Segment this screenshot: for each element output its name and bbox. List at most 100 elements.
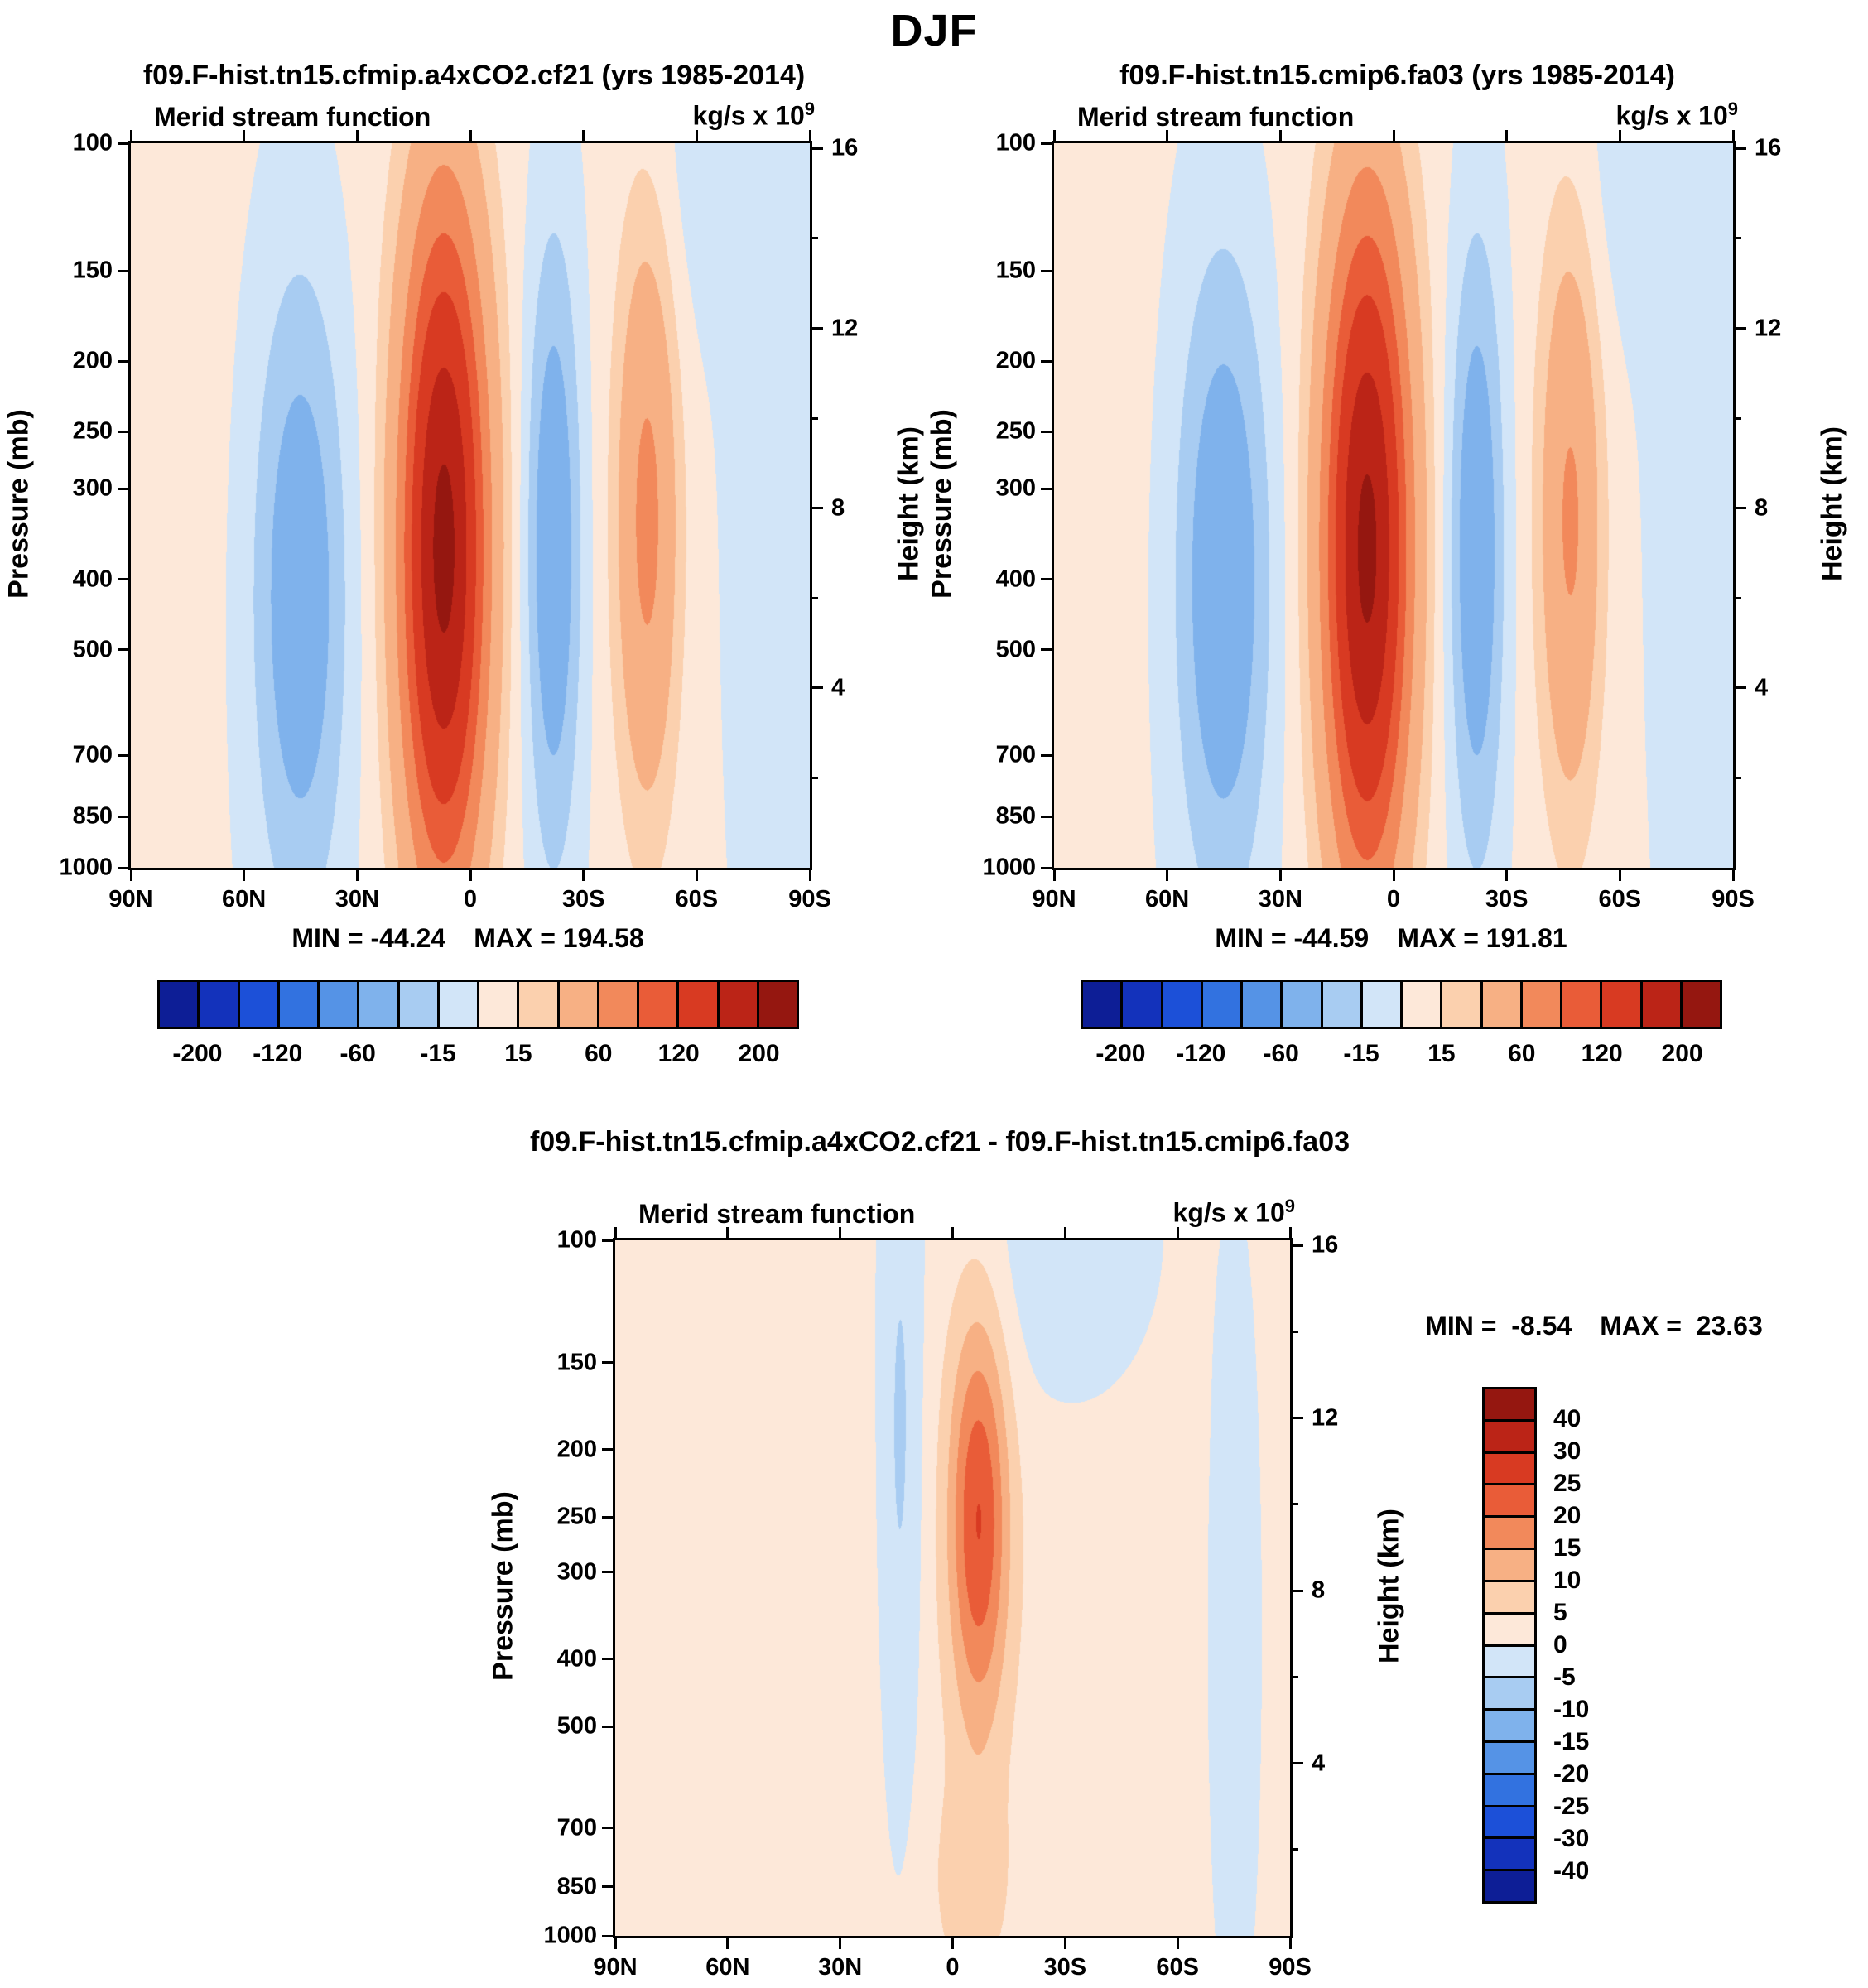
height-tick — [810, 686, 823, 690]
height-tick-label: 4 — [831, 674, 845, 701]
height-minor-tick — [1290, 1503, 1298, 1506]
x-tick-label: 90S — [788, 886, 831, 912]
colorbar-cell — [1682, 982, 1720, 1027]
colorbar-cell — [679, 982, 720, 1027]
max-value: MAX = 23.63 — [1600, 1311, 1763, 1341]
colorbar-labels: -200 -120 -60 -15 15 60 120 200 — [157, 1040, 799, 1073]
diff-colorbar-tick-label: -5 — [1553, 1663, 1576, 1691]
x-tick-label: 60N — [705, 1954, 750, 1981]
x-tick-label: 60N — [1145, 886, 1190, 912]
colorbar-cell — [279, 982, 320, 1027]
x-tick-label: 90S — [1269, 1954, 1312, 1981]
diff-colorbar-tick-label: 25 — [1553, 1470, 1582, 1497]
diff-colorbar-tick-label: 10 — [1553, 1567, 1582, 1594]
pressure-tick-label: 150 — [72, 257, 113, 284]
pressure-tick-label: 1000 — [543, 1922, 597, 1949]
experiment-title: f09.F-hist.tn15.cfmip.a4xCO2.cf21 (yrs 1… — [142, 60, 806, 91]
pressure-tick-label: 250 — [995, 417, 1036, 445]
colorbar-cell — [1442, 982, 1483, 1027]
pressure-tick — [602, 1827, 615, 1830]
season-title: DJF — [890, 6, 978, 55]
pressure-tick-label: 700 — [556, 1814, 597, 1841]
pressure-tick — [602, 1515, 615, 1519]
colorbar-cell — [359, 982, 400, 1027]
pressure-tick-label: 300 — [72, 474, 113, 502]
colorbar-cell — [1083, 982, 1124, 1027]
height-tick — [1290, 1244, 1303, 1247]
diff-colorbar-cell — [1485, 1614, 1534, 1647]
height-tick-label: 16 — [831, 134, 859, 161]
pressure-tick-label: 700 — [72, 741, 113, 768]
pressure-tick — [1041, 487, 1054, 490]
diff-colorbar-cell — [1485, 1678, 1534, 1711]
pressure-tick — [1041, 578, 1054, 581]
contour-field-canvas — [1054, 143, 1733, 868]
x-axis-tick — [1063, 1227, 1066, 1240]
x-axis-tick — [1063, 1936, 1066, 1949]
units-label: kg/s x 109 — [1172, 1196, 1295, 1228]
x-tick-label: 90S — [1712, 886, 1755, 912]
pressure-tick — [1041, 142, 1054, 145]
x-tick-label: 90N — [593, 1954, 638, 1981]
x-axis-tick — [839, 1936, 842, 1949]
height-tick-label: 16 — [1755, 134, 1782, 161]
height-minor-tick — [810, 776, 818, 779]
x-tick-label: 0 — [1386, 886, 1401, 912]
height-tick — [1290, 1589, 1303, 1592]
pressure-tick — [118, 359, 131, 363]
min-value: MIN = -44.24 — [291, 923, 446, 953]
colorbar-tick-label: 60 — [585, 1040, 613, 1067]
pressure-tick — [118, 142, 131, 145]
pressure-tick-label: 100 — [995, 129, 1036, 156]
x-tick-label: 30S — [1043, 1954, 1087, 1981]
height-minor-tick — [1733, 416, 1741, 420]
height-axis-label: Height (km) — [1373, 1509, 1405, 1663]
x-axis-tick — [726, 1936, 729, 1949]
height-minor-tick — [810, 416, 818, 420]
x-axis-tick — [1618, 130, 1621, 143]
pressure-tick — [602, 1361, 615, 1365]
x-axis-tick — [695, 868, 698, 881]
plot-subtitle: Merid stream function — [1077, 102, 1355, 132]
colorbar-cell — [1243, 982, 1283, 1027]
height-tick-label: 8 — [831, 494, 845, 522]
diff-colorbar-cell — [1485, 1646, 1534, 1679]
height-axis-label: Height (km) — [893, 426, 925, 581]
diff-colorbar-cell — [1485, 1421, 1534, 1454]
x-tick-label: 60S — [1156, 1954, 1199, 1981]
colorbar-cell — [758, 982, 797, 1027]
pressure-tick — [602, 1239, 615, 1242]
x-axis-tick — [469, 130, 472, 143]
pressure-tick-label: 1000 — [59, 854, 113, 881]
diff-colorbar-cell — [1485, 1518, 1534, 1551]
colorbar-cell — [1642, 982, 1683, 1027]
pressure-tick — [1041, 815, 1054, 818]
x-tick-label: 30S — [561, 886, 605, 912]
units-label: kg/s x 109 — [692, 99, 815, 131]
colorbar-cell — [479, 982, 520, 1027]
pressure-tick-label: 850 — [556, 1873, 597, 1900]
diff-colorbar-cell — [1485, 1550, 1534, 1582]
colorbar-tick-label: -120 — [1176, 1040, 1226, 1067]
x-tick-label: 60S — [1598, 886, 1642, 912]
height-tick — [810, 147, 823, 150]
pressure-tick-label: 1000 — [982, 854, 1036, 881]
colorbar-tick-label: -15 — [420, 1040, 456, 1067]
x-axis-tick — [1731, 130, 1735, 143]
pressure-tick — [1041, 430, 1054, 433]
x-tick-label: 30S — [1485, 886, 1529, 912]
colorbar-cell — [599, 982, 639, 1027]
colorbar — [1081, 980, 1722, 1029]
pressure-tick-label: 250 — [556, 1503, 597, 1530]
x-tick-label: 90N — [1032, 886, 1076, 912]
x-axis-tick — [808, 868, 811, 881]
pressure-tick-label: 500 — [556, 1712, 597, 1740]
pressure-tick-label: 300 — [995, 474, 1036, 502]
pressure-tick — [118, 578, 131, 581]
colorbar-tick-label: 120 — [1581, 1040, 1623, 1067]
x-tick-label: 30N — [335, 886, 379, 912]
x-axis-tick — [1505, 130, 1509, 143]
pressure-tick — [1041, 648, 1054, 652]
pressure-tick — [602, 1885, 615, 1889]
diff-colorbar-tick-label: -40 — [1553, 1857, 1590, 1885]
